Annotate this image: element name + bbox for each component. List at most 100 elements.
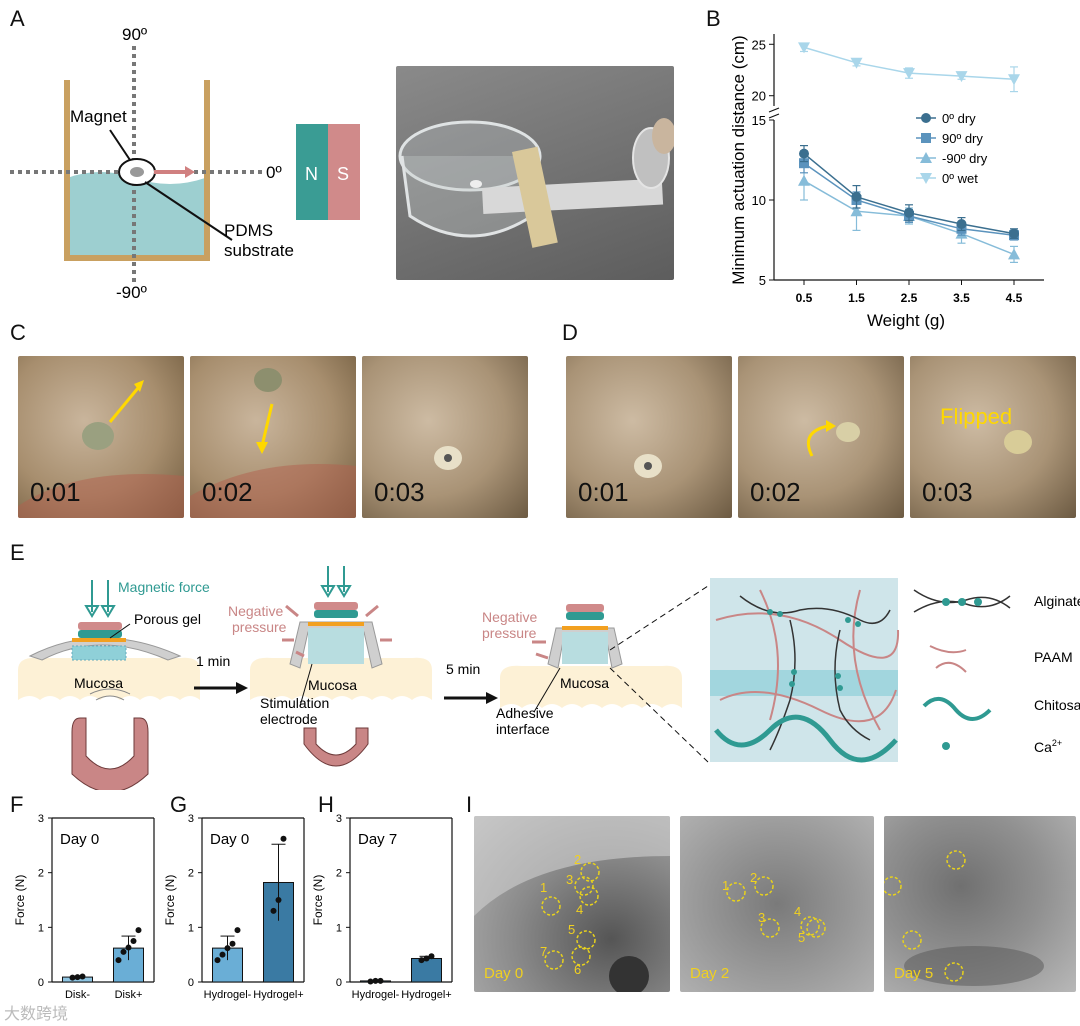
b-point xyxy=(904,207,914,218)
g-ytick-label: 0 xyxy=(188,977,194,989)
b-point xyxy=(1008,248,1020,260)
h-ytick-label: 2 xyxy=(336,868,342,880)
dish-photo-drawing xyxy=(398,118,674,248)
xray-day5: Day 5 xyxy=(884,816,1076,992)
day2-circle-1: 1 xyxy=(722,878,730,893)
d-frame-3-drawing xyxy=(1004,430,1032,454)
watermark-text: 大数跨境 xyxy=(4,1006,69,1023)
e-step-1: Magnetic force Porous gel Mucosa xyxy=(18,579,210,790)
panel-label-g: G xyxy=(170,792,188,817)
h-data-point xyxy=(372,977,379,984)
b-point xyxy=(850,205,863,217)
b-point xyxy=(799,158,809,169)
xray-day2-drawing xyxy=(726,876,826,938)
e1-porous-gel xyxy=(71,645,127,661)
h-data-point xyxy=(423,955,430,962)
panel-label-d: D xyxy=(562,320,578,345)
e-stimulation-label-1: Stimulation xyxy=(260,695,329,711)
b-point xyxy=(920,152,932,163)
b-xtick-label: 2.5 xyxy=(901,291,918,305)
g-data-point xyxy=(214,957,221,964)
h-category-label: Hydrogel+ xyxy=(401,989,451,1001)
b-xtick-label: 3.5 xyxy=(953,291,970,305)
xray-day5-drawing xyxy=(884,850,1044,986)
panel-label-h: H xyxy=(318,792,334,817)
h-ytick-label: 1 xyxy=(336,922,342,934)
b-point xyxy=(1008,74,1020,86)
panel-label-b: B xyxy=(706,6,721,31)
b-point xyxy=(851,191,862,202)
day2-circle-3: 3 xyxy=(758,910,766,925)
b-point xyxy=(798,174,810,186)
b-point xyxy=(921,133,931,143)
g-title: Day 0 xyxy=(210,831,249,848)
day0-circle-4: 4 xyxy=(576,902,584,917)
b-ytick-label-lower: 15 xyxy=(752,113,766,128)
day0-circle-6: 6 xyxy=(574,962,582,977)
e1-electrode xyxy=(72,638,126,642)
e2-mucosa xyxy=(250,657,432,700)
angle-90-label: 90º xyxy=(122,25,147,44)
f-data-point xyxy=(135,927,142,934)
f-data-point xyxy=(130,938,137,944)
legend-ca-superscript: 2+ xyxy=(1052,738,1062,748)
legend-alginate: Alginate xyxy=(1034,593,1080,609)
g-category-label: Hydrogel- xyxy=(204,989,252,1001)
dish-photo xyxy=(396,66,674,280)
b-point xyxy=(955,71,968,83)
e2-negative-label-1: Negative xyxy=(228,603,283,619)
legend-paam: PAAM xyxy=(1034,649,1073,665)
f-data-point xyxy=(125,944,132,951)
d-frame-1: 0:01 xyxy=(566,356,732,518)
c-frame-3: 0:03 xyxy=(362,356,528,518)
g-data-point xyxy=(229,940,236,947)
magnet-label: Magnet xyxy=(70,107,127,126)
h-data-point xyxy=(418,957,425,964)
e3-mucosa-label: Mucosa xyxy=(560,675,609,691)
e2-electrode xyxy=(308,622,364,626)
angle-neg90-label: -90º xyxy=(116,283,147,302)
d-frame-3: Flipped 0:03 xyxy=(910,356,1076,518)
f-title: Day 0 xyxy=(60,831,99,848)
e-legend: Alginate PAAM Chitosan Ca2+ xyxy=(913,589,1080,755)
panel-e-schematic: Magnetic force Porous gel Mucosa 1 min N… xyxy=(18,566,1080,790)
e2-mucosa-label: Mucosa xyxy=(308,677,357,693)
g-data-point xyxy=(224,945,231,952)
h-bar xyxy=(411,957,442,983)
f-category-label: Disk- xyxy=(65,989,90,1001)
e-time-2: 5 min xyxy=(446,661,480,677)
g-ytick-label: 3 xyxy=(188,813,194,825)
f-ytick-label: 3 xyxy=(38,813,44,825)
day2-circle-5: 5 xyxy=(798,930,806,945)
g-category-label: Hydrogel+ xyxy=(253,989,303,1001)
magnet-core xyxy=(130,167,144,177)
b-legend-label: 0º wet xyxy=(942,171,978,186)
f-data-point xyxy=(74,974,81,981)
h-y-axis-label: Force (N) xyxy=(312,875,325,926)
xray-day0-label: Day 0 xyxy=(484,965,524,982)
e-paam-chains xyxy=(715,589,900,731)
g-ytick-label: 1 xyxy=(188,922,194,934)
chart-b: Minimum actuation distance (cm) Weight (… xyxy=(729,34,1044,330)
e3-gel xyxy=(562,632,608,664)
e2-magnet-top xyxy=(314,602,358,610)
f-ytick-label: 0 xyxy=(38,977,44,989)
e2-gel xyxy=(308,628,364,664)
xray-day0: 1 2 3 4 5 6 7 Day 0 xyxy=(474,816,670,992)
day0-circle-7: 7 xyxy=(540,944,548,959)
xray-day5-label: Day 5 xyxy=(894,965,934,982)
g-data-point xyxy=(270,907,277,914)
chart-h: 0 1 2 3 Force (N) Day 7 Hydrogel- Hydrogel+ xyxy=(312,813,453,1001)
b-point xyxy=(799,148,809,159)
e1-magnet-top xyxy=(78,622,122,630)
b-legend-label: 90º dry xyxy=(942,131,983,146)
day2-circle-4: 4 xyxy=(794,904,802,919)
b-point xyxy=(920,173,932,184)
force-arrowhead xyxy=(185,166,195,178)
g-data-point xyxy=(234,927,241,934)
b-point xyxy=(850,57,863,69)
h-title: Day 7 xyxy=(358,831,397,848)
f-ytick-label: 1 xyxy=(38,922,44,934)
f-ytick-label: 2 xyxy=(38,868,44,880)
f-data-point xyxy=(115,957,122,964)
